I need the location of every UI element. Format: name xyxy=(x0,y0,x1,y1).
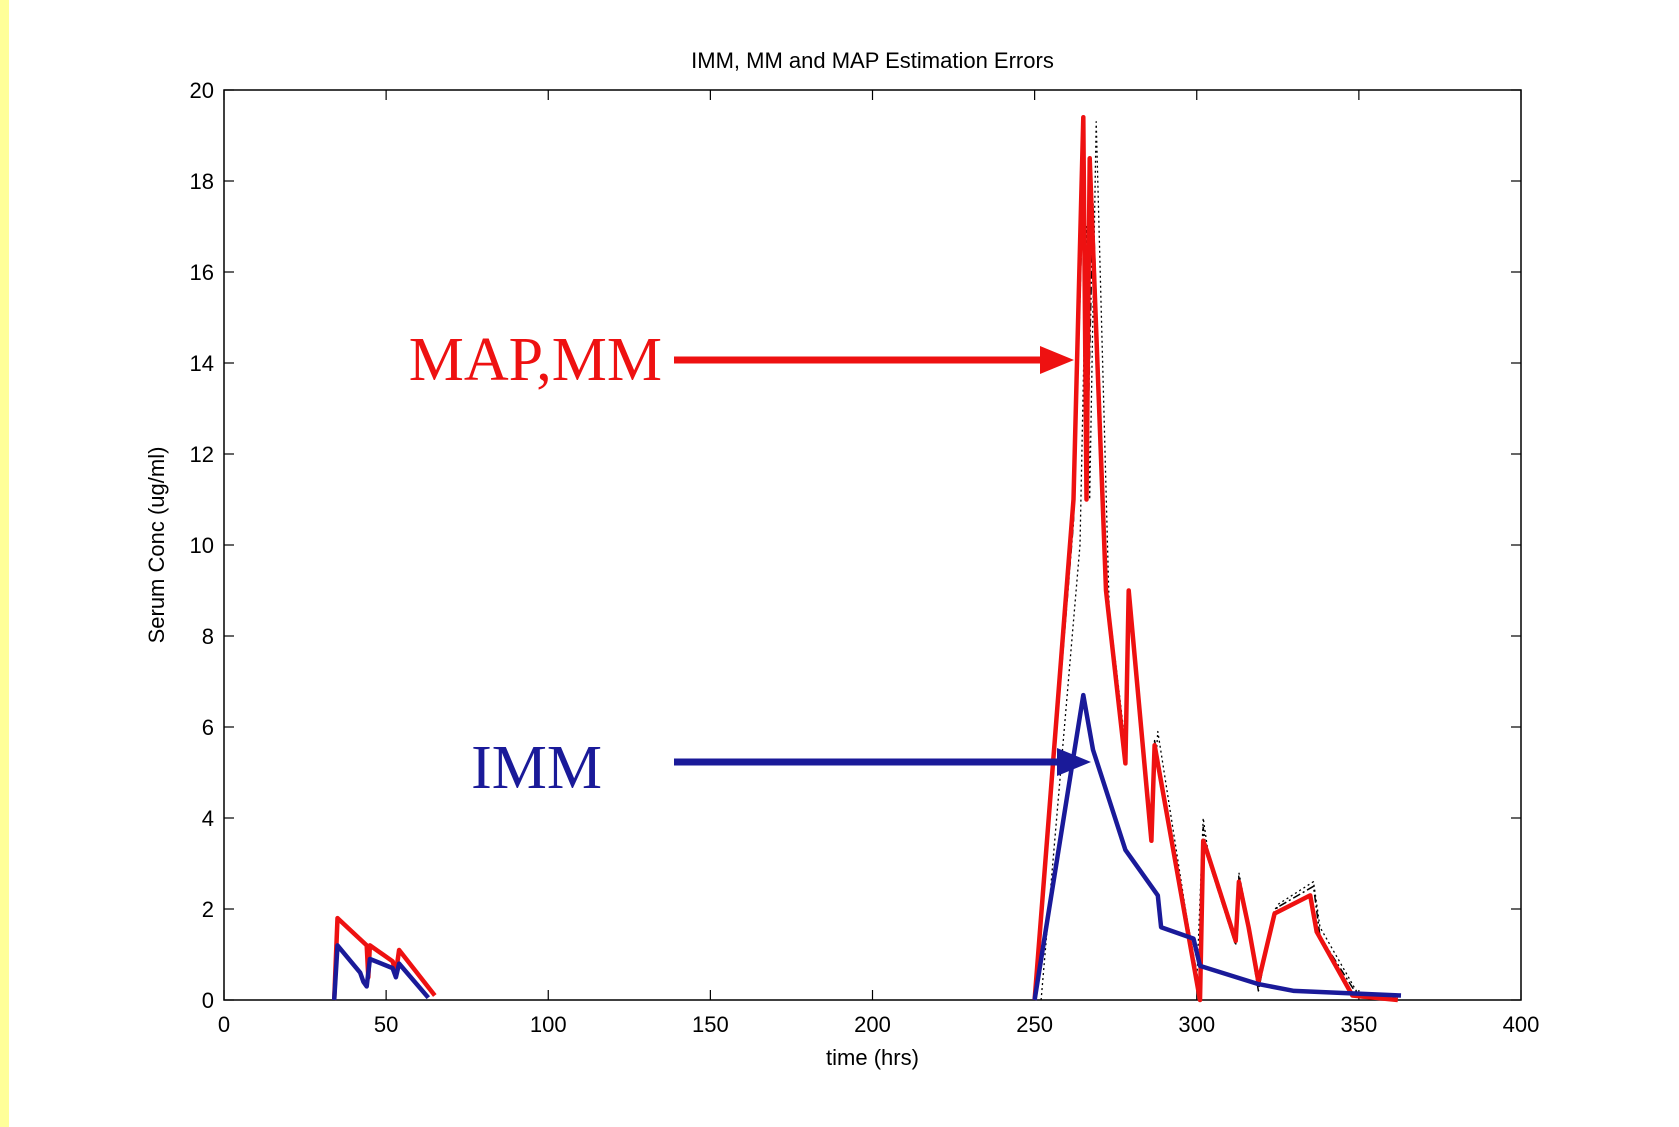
x-tick-label: 150 xyxy=(692,1012,729,1037)
y-axis-title: Serum Conc (ug/ml) xyxy=(144,447,169,644)
y-tick-label: 12 xyxy=(190,442,214,467)
chart-title: IMM, MM and MAP Estimation Errors xyxy=(691,48,1054,73)
annotation-label: MAP,MM xyxy=(409,326,662,394)
y-tick-label: 4 xyxy=(202,806,214,831)
y-tick-label: 18 xyxy=(190,169,214,194)
slide-background: IMM, MM and MAP Estimation Errors 0 50 100… xyxy=(9,0,1679,1127)
x-tick-label: 350 xyxy=(1341,1012,1378,1037)
y-tick-label: 2 xyxy=(202,897,214,922)
y-tick-label: 16 xyxy=(190,260,214,285)
annotation-label: IMM xyxy=(471,734,602,802)
plot-area-border xyxy=(223,89,1522,1001)
y-axis: 0 2 4 6 8 10 12 14 16 18 20 xyxy=(190,78,1521,1013)
x-tick-label: 250 xyxy=(1016,1012,1053,1037)
y-tick-label: 0 xyxy=(202,988,214,1013)
x-tick-label: 300 xyxy=(1178,1012,1215,1037)
arrow-head-icon xyxy=(1040,346,1074,374)
series-line-1 xyxy=(331,692,1402,1001)
x-tick-label: 100 xyxy=(530,1012,567,1037)
chart: IMM, MM and MAP Estimation Errors 0 50 100… xyxy=(144,48,1539,1070)
x-tick-label: 200 xyxy=(854,1012,891,1037)
x-tick-label: 50 xyxy=(374,1012,398,1037)
y-tick-label: 14 xyxy=(190,351,214,376)
series-layer xyxy=(331,115,1402,1003)
arrow-head-icon xyxy=(1057,748,1091,776)
y-tick-label: 10 xyxy=(190,533,214,558)
series-line-0 xyxy=(331,115,1399,1003)
y-tick-label: 6 xyxy=(202,715,214,740)
y-tick-label: 20 xyxy=(190,78,214,103)
annotations: MAP,MM IMM xyxy=(409,326,1091,802)
y-tick-label: 8 xyxy=(202,624,214,649)
x-tick-label: 0 xyxy=(218,1012,230,1037)
x-tick-label: 400 xyxy=(1503,1012,1540,1037)
x-axis: 0 50 100 150 200 250 300 350 400 xyxy=(218,90,1539,1037)
plot-frame xyxy=(223,89,1522,1001)
x-axis-title: time (hrs) xyxy=(826,1045,919,1070)
